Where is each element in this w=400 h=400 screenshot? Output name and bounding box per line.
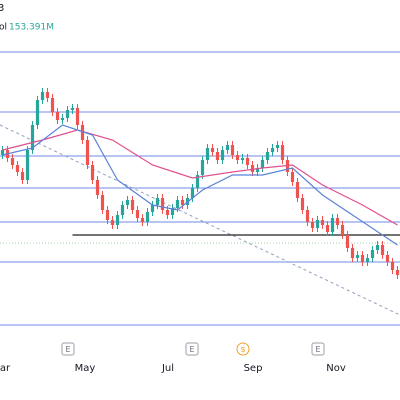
candle-body xyxy=(10,158,15,165)
candle-body xyxy=(110,220,115,225)
candle-body xyxy=(315,220,320,228)
candle-body xyxy=(115,215,120,225)
candle-body xyxy=(245,158,250,165)
candle-body xyxy=(305,210,310,222)
event-label: $ xyxy=(240,345,245,354)
volume-prefix: ol xyxy=(0,23,7,33)
candle-body xyxy=(0,150,5,155)
candle-body xyxy=(345,235,350,248)
candle-body xyxy=(370,250,375,258)
candle-body xyxy=(170,208,175,215)
candle-body xyxy=(200,160,205,175)
candle-body xyxy=(220,150,225,160)
candle-body xyxy=(15,165,20,172)
candle-body xyxy=(180,200,185,205)
candle-body xyxy=(155,198,160,205)
candle-body xyxy=(385,255,390,262)
candle-body xyxy=(210,148,215,152)
candle-body xyxy=(80,125,85,140)
candle-body xyxy=(50,98,55,112)
event-label: E xyxy=(189,345,194,354)
candle-body xyxy=(375,245,380,250)
candle-body xyxy=(355,255,360,258)
candle-body xyxy=(290,172,295,182)
candle-body xyxy=(100,195,105,210)
candle-body xyxy=(280,145,285,160)
candle-body xyxy=(105,210,110,220)
event-label: E xyxy=(65,345,70,354)
candle-body xyxy=(60,118,65,120)
candle-body xyxy=(250,165,255,172)
candle-body xyxy=(335,218,340,225)
candle-body xyxy=(230,145,235,155)
candle-body xyxy=(70,108,75,110)
candle-body xyxy=(20,172,25,180)
event-icon xyxy=(311,342,325,356)
volume-value: 153.391M xyxy=(9,23,54,33)
candle-body xyxy=(25,150,30,180)
candle-body xyxy=(160,198,165,210)
candle-body xyxy=(360,255,365,262)
candle-body xyxy=(240,158,245,160)
header: 3 xyxy=(0,3,4,14)
candle-body xyxy=(55,112,60,120)
candle-body xyxy=(395,270,400,275)
candle-body xyxy=(260,160,265,168)
candle-body xyxy=(320,220,325,225)
candle-body xyxy=(125,200,130,205)
candle-body xyxy=(165,210,170,215)
x-tick-label: ar xyxy=(0,363,11,374)
candle-body xyxy=(65,110,70,118)
candle-body xyxy=(195,175,200,188)
event-icon xyxy=(236,342,250,356)
candle-body xyxy=(300,198,305,210)
x-tick-label: Sep xyxy=(244,363,263,374)
candle-body xyxy=(340,225,345,235)
candle-body xyxy=(255,168,260,172)
candle-body xyxy=(205,148,210,160)
candle-body xyxy=(380,245,385,255)
candle-body xyxy=(95,180,100,195)
candle-body xyxy=(275,145,280,148)
candle-body xyxy=(150,205,155,212)
trend-line xyxy=(0,124,400,316)
candle-body xyxy=(130,200,135,210)
candle-body xyxy=(235,155,240,160)
candle-body xyxy=(45,92,50,98)
candle-body xyxy=(390,262,395,270)
candle-body xyxy=(270,148,275,152)
candle-body xyxy=(330,218,335,232)
candle-body xyxy=(145,212,150,222)
x-tick-label: May xyxy=(75,363,96,374)
candle-body xyxy=(310,222,315,228)
candle-body xyxy=(90,165,95,180)
candle-body xyxy=(295,182,300,198)
candle-body xyxy=(140,218,145,222)
moving-average xyxy=(2,129,398,226)
candle-body xyxy=(325,225,330,232)
event-icon xyxy=(185,342,199,356)
candle-body xyxy=(120,205,125,215)
x-tick-label: Jul xyxy=(161,363,174,374)
candle-body xyxy=(225,145,230,150)
candle-body xyxy=(40,92,45,100)
candle-body xyxy=(85,140,90,165)
event-label: E xyxy=(315,345,320,354)
candle-body xyxy=(350,248,355,258)
candle-body xyxy=(35,100,40,125)
moving-average xyxy=(2,124,398,246)
candle-body xyxy=(190,188,195,198)
candle-body xyxy=(30,125,35,150)
candle-body xyxy=(215,152,220,160)
x-tick-label: Nov xyxy=(326,363,346,374)
candle-body xyxy=(175,200,180,208)
event-icon xyxy=(61,342,75,356)
candle-body xyxy=(135,210,140,218)
candle-body xyxy=(75,108,80,125)
candle-body xyxy=(365,258,370,262)
candle-body xyxy=(265,152,270,160)
